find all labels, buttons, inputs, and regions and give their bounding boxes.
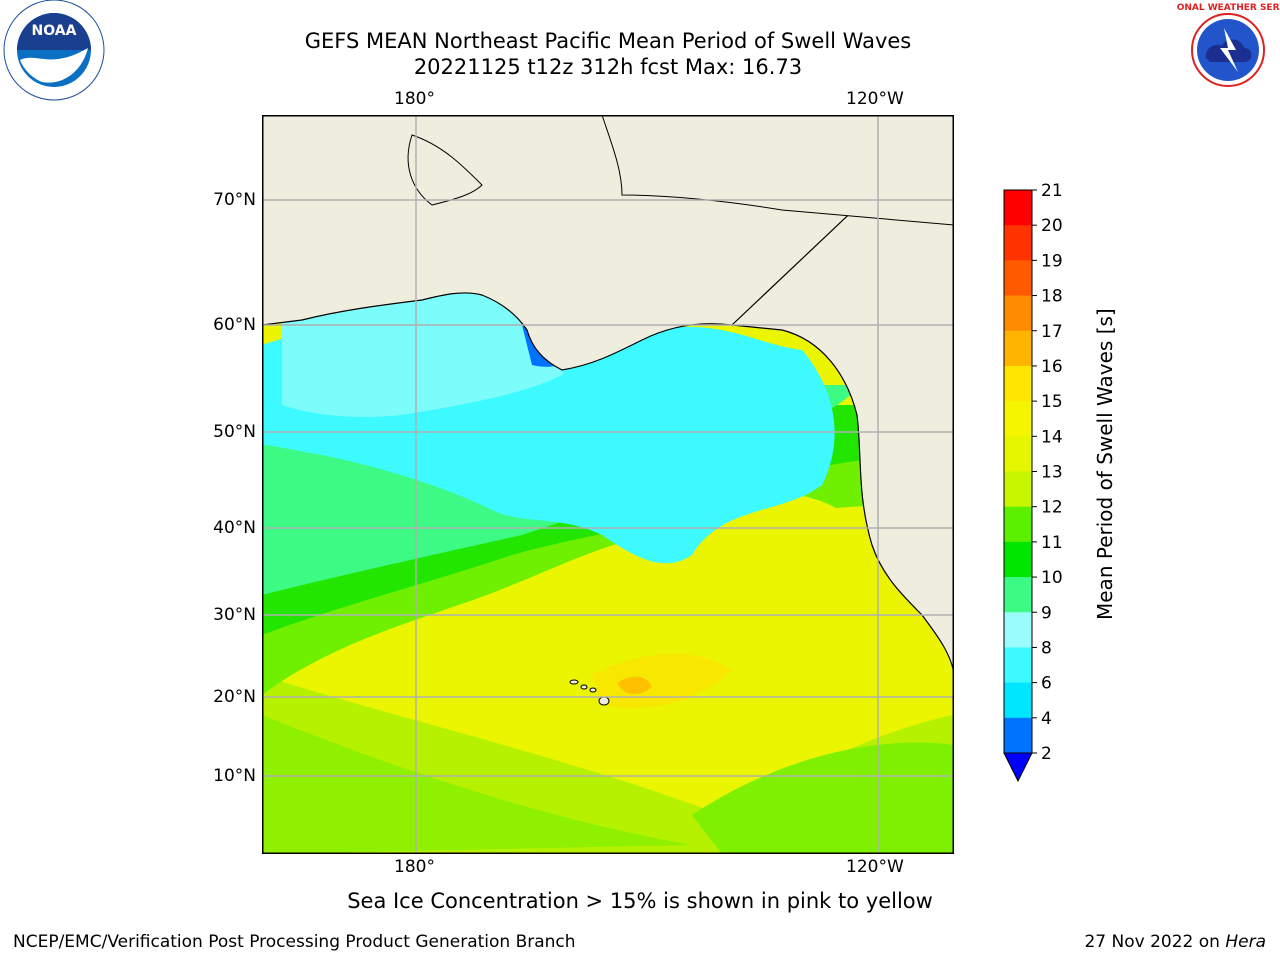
y-tick-label: 40°N [213, 518, 256, 538]
colorbar-bin [1004, 330, 1032, 367]
y-tick-label: 10°N [213, 766, 256, 786]
land-chukotka [407, 134, 483, 206]
footer-date: 27 Nov 2022 on Hera [1084, 932, 1266, 952]
colorbar-tick-label: 14 [1041, 427, 1063, 447]
colorbar-bin [1004, 260, 1032, 297]
footer-host: Hera [1225, 932, 1266, 952]
colorbar-bin [1004, 436, 1032, 472]
colorbar-tick-label: 21 [1041, 181, 1063, 201]
land-north-america [730, 115, 954, 676]
colorbar-bin [1004, 717, 1032, 754]
colorbar-tick-label: 6 [1041, 674, 1052, 694]
colorbar-bin [1004, 471, 1032, 508]
chart-subtitle: 20221125 t12z 312h fcst Max: 16.73 [413, 55, 803, 79]
colorbar-tick-label: 19 [1041, 251, 1063, 271]
footer-credit: NCEP/EMC/Verification Post Processing Pr… [13, 932, 576, 952]
colorbar-tick-label: 8 [1041, 638, 1052, 658]
nws-logo-text: NATIONAL WEATHER SERVICE [1176, 3, 1280, 13]
colorbar-tick-label: 11 [1041, 533, 1063, 553]
swell-period-map [262, 115, 954, 854]
colorbar-tick-label: 15 [1041, 392, 1063, 412]
gridlines [262, 115, 954, 854]
colorbar-bin [1004, 577, 1032, 613]
colorbar-tick-label: 12 [1041, 498, 1063, 518]
colorbar-tick-label: 20 [1041, 216, 1063, 236]
colorbar-under-arrow [1003, 752, 1033, 783]
y-tick-label: 70°N [213, 190, 256, 210]
colorbar-bin [1004, 612, 1032, 648]
colorbar-tick-label: 10 [1041, 568, 1063, 588]
x-tick-label: 120°W [846, 89, 904, 109]
colorbar-bin [1004, 541, 1032, 578]
y-tick-label: 50°N [213, 422, 256, 442]
sea-ice-note: Sea Ice Concentration > 15% is shown in … [347, 889, 933, 913]
chart-title: GEFS MEAN Northeast Pacific Mean Period … [304, 29, 912, 53]
colorbar-tick-label: 13 [1041, 463, 1063, 483]
colorbar-tick-label: 4 [1041, 709, 1052, 729]
noaa-logo-text: NOAA [32, 23, 77, 39]
colorbar-bin [1004, 647, 1032, 684]
colorbar-bin [1004, 295, 1032, 332]
colorbar-bin [1004, 682, 1032, 719]
x-tick-label: 180° [394, 857, 435, 877]
noaa-logo: NOAA [2, 0, 106, 104]
colorbar-tick-label: 2 [1041, 744, 1052, 764]
x-tick-label: 120°W [846, 857, 904, 877]
colorbar-bin [1004, 365, 1032, 402]
land-siberia [262, 115, 432, 220]
nws-logo: NATIONAL WEATHER SERVICE [1153, 0, 1280, 104]
y-tick-label: 60°N [213, 315, 256, 335]
colorbar: 21 20 19 18 17 16 15 14 13 12 11 10 9 8 6 4 2 [1003, 181, 1063, 783]
y-tick-label: 30°N [213, 605, 256, 625]
colorbar-bin [1004, 401, 1032, 437]
colorbar-bin [1004, 225, 1032, 261]
colorbar-tick-label: 16 [1041, 357, 1063, 377]
colorbar-bin [1004, 190, 1032, 226]
colorbar-bin [1004, 506, 1032, 543]
y-tick-label: 20°N [213, 687, 256, 707]
region-tropics-green [262, 715, 692, 854]
region-hawaii-max [592, 653, 732, 709]
region-hawaii-peak [617, 676, 652, 695]
colorbar-tick-label: 9 [1041, 603, 1052, 623]
colorbar-tick-label: 18 [1041, 287, 1063, 307]
footer-date-text: 27 Nov 2022 on [1084, 932, 1226, 952]
hawaiian-islands [569, 679, 610, 706]
map-frame [262, 115, 954, 854]
land-arctic-shelf [601, 115, 954, 226]
colorbar-tick-label: 17 [1041, 322, 1063, 342]
colorbar-label: Mean Period of Swell Waves [s] [1093, 308, 1117, 620]
x-tick-label: 180° [394, 89, 435, 109]
region-east-tropic [692, 742, 954, 854]
